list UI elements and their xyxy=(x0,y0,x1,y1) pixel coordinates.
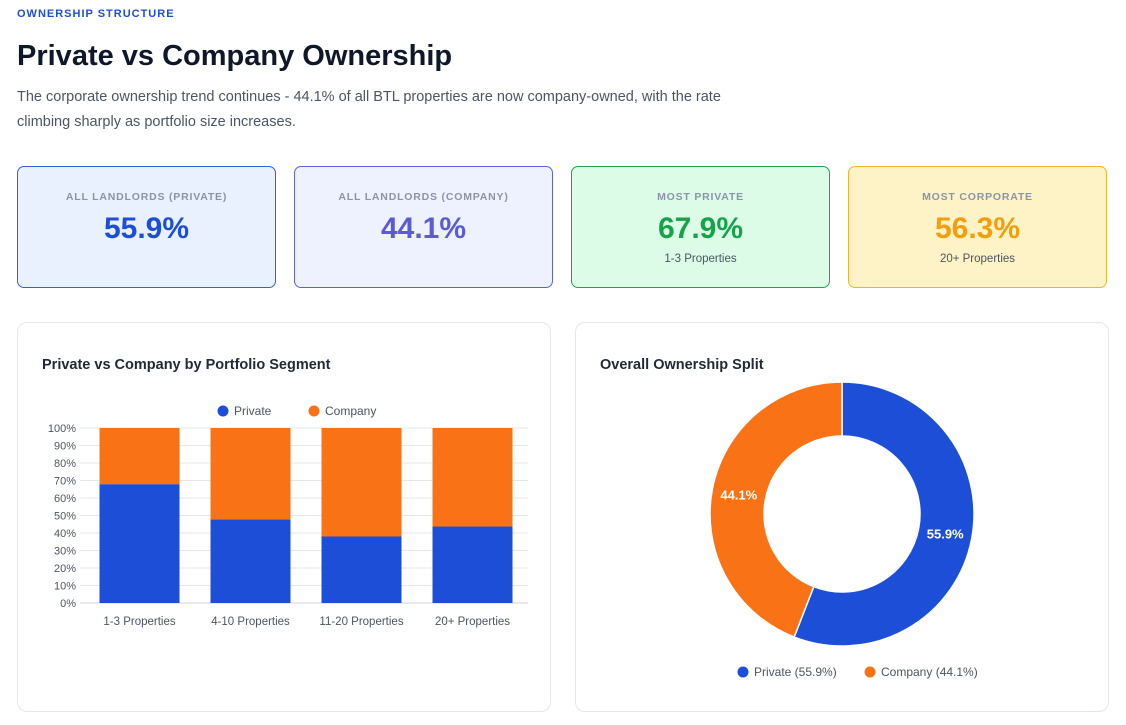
y-tick-label: 10% xyxy=(54,581,76,593)
y-tick-label: 80% xyxy=(54,458,76,470)
y-tick-label: 70% xyxy=(54,476,76,488)
stat-value: 56.3% xyxy=(934,212,1021,245)
legend-label-company: Company (44.1%) xyxy=(881,665,978,679)
stat-sub: 20+ Properties xyxy=(939,253,1016,265)
x-tick-label: 1-3 Properties xyxy=(103,616,175,628)
legend-marker-company xyxy=(864,666,876,678)
donut-chart-title: Overall Ownership Split xyxy=(600,357,764,373)
legend-marker-private xyxy=(737,666,749,678)
y-tick-label: 90% xyxy=(54,441,76,453)
donut-data-label: 55.9% xyxy=(927,526,964,541)
legend-marker-private xyxy=(217,405,229,417)
x-tick-label: 11-20 Properties xyxy=(319,616,403,628)
stat-card-private: ALL LANDLORDS (PRIVATE) 55.9% xyxy=(17,166,276,288)
bar-private-4 xyxy=(432,526,513,603)
stat-value: 67.9% xyxy=(657,212,744,245)
bar-company-4 xyxy=(432,428,513,527)
legend-marker-company xyxy=(308,405,320,417)
stat-value: 55.9% xyxy=(103,212,190,245)
stat-card-company: ALL LANDLORDS (COMPANY) 44.1% xyxy=(294,166,553,288)
legend-label-company: Company xyxy=(325,404,376,418)
bar-chart-panel: Private vs Company by Portfolio Segment … xyxy=(17,322,551,712)
bar-private-1 xyxy=(99,484,180,603)
y-tick-label: 60% xyxy=(54,493,76,505)
stat-card-most-corporate: MOST CORPORATE 56.3% 20+ Properties xyxy=(848,166,1107,288)
legend-label-private: Private (55.9%) xyxy=(754,665,837,679)
bar-company-2 xyxy=(210,428,291,520)
x-tick-label: 20+ Properties xyxy=(435,616,510,628)
bar-private-3 xyxy=(321,536,402,603)
y-tick-label: 20% xyxy=(54,563,76,575)
bar-company-3 xyxy=(321,428,402,537)
page-title: Private vs Company Ownership xyxy=(17,40,453,72)
donut-chart-panel: Overall Ownership Split 55.9% 44.1% Privat… xyxy=(575,322,1109,712)
stat-sub: 1-3 Properties xyxy=(664,253,737,265)
page-subtitle: The corporate ownership trend continues … xyxy=(17,89,721,130)
donut-slice-company xyxy=(709,381,843,639)
donut-chart: 55.9% 44.1% Private (55.9%) Company (44.1%) xyxy=(709,381,978,679)
y-tick-label: 30% xyxy=(54,546,76,558)
legend-label-private: Private xyxy=(234,404,272,418)
bar-chart-title: Private vs Company by Portfolio Segment xyxy=(42,357,331,373)
y-tick-label: 100% xyxy=(48,423,76,435)
stat-label: MOST CORPORATE xyxy=(922,191,1033,203)
bar-chart: Private Company 0% 10% 20% 30% 40% 50% 60% 70% 80%… xyxy=(48,404,528,628)
stat-value: 44.1% xyxy=(380,212,467,245)
y-tick-label: 0% xyxy=(60,598,76,610)
x-tick-label: 4-10 Properties xyxy=(211,616,290,628)
y-tick-label: 40% xyxy=(54,528,76,540)
donut-data-label: 44.1% xyxy=(720,488,757,503)
stat-label: ALL LANDLORDS (PRIVATE) xyxy=(65,191,228,203)
stat-label: MOST PRIVATE xyxy=(657,191,744,203)
stat-label: ALL LANDLORDS (COMPANY) xyxy=(338,191,509,203)
donut-slice-private xyxy=(793,381,975,647)
y-tick-label: 50% xyxy=(54,511,76,523)
stat-card-most-private: MOST PRIVATE 67.9% 1-3 Properties xyxy=(571,166,830,288)
bar-company-1 xyxy=(99,428,180,485)
bar-private-2 xyxy=(210,519,291,603)
section-eyebrow: OWNERSHIP STRUCTURE xyxy=(17,8,175,20)
